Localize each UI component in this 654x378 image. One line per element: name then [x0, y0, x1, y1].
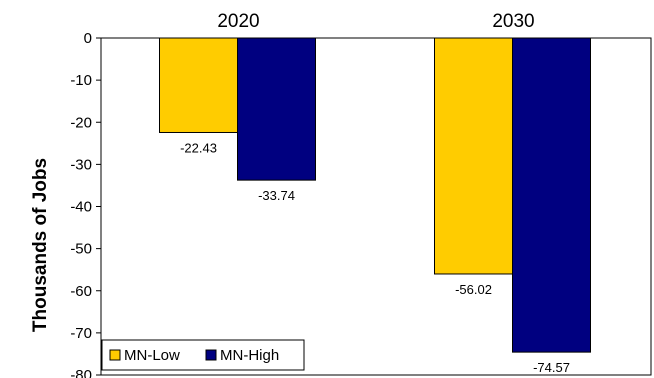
bar: [237, 37, 316, 181]
legend-swatch: [205, 349, 217, 361]
y-tick-label: -10: [70, 72, 92, 89]
data-label: -74.57: [533, 360, 570, 375]
legend-label: MN-Low: [124, 347, 180, 364]
data-label: -56.02: [455, 282, 492, 297]
category-label: 2030: [492, 11, 534, 32]
legend-swatch: [109, 349, 121, 361]
y-tick-label: -60: [70, 283, 92, 300]
y-tick-label: -50: [70, 241, 92, 258]
y-tick-label: -80: [70, 367, 92, 378]
bar: [159, 37, 238, 133]
y-tick-label: -70: [70, 325, 92, 342]
y-tick-label: 0: [84, 30, 92, 47]
data-label: -33.74: [258, 188, 295, 203]
legend-box: [101, 339, 305, 371]
plot-area: 0 -10 -20 -30 -40 -50 -60 -70 -80 2020 -22.43 -33.7…: [70, 11, 652, 378]
y-tick-label: -20: [70, 114, 92, 131]
y-axis-label: Thousands of Jobs: [30, 158, 51, 332]
legend-label: MN-High: [220, 347, 279, 364]
bar: [434, 37, 513, 275]
y-tick-label: -30: [70, 156, 92, 173]
category-label: 2020: [217, 11, 259, 32]
bar: [512, 37, 591, 353]
y-tick-label: -40: [70, 199, 92, 216]
data-label: -22.43: [180, 140, 217, 155]
